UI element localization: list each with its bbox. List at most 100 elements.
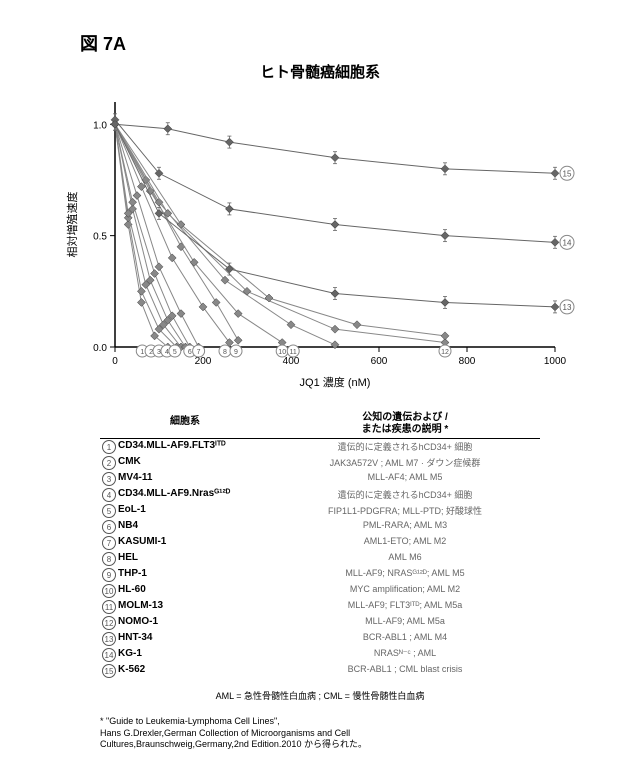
row-number: 3 bbox=[100, 472, 118, 486]
table-row: 9THP-1MLL-AF9; NRASᴳ¹²ᴰ; AML M5 bbox=[100, 567, 540, 583]
cell-line-name: HEL bbox=[118, 552, 270, 566]
table-header-desc: 公知の遺伝および / または疾患の説明 * bbox=[270, 412, 540, 436]
cell-line-name: KG-1 bbox=[118, 648, 270, 662]
table-row: 13HNT-34BCR-ABL1 ; AML M4 bbox=[100, 631, 540, 647]
cell-line-name: NB4 bbox=[118, 520, 270, 534]
table-row: 15K-562BCR-ABL1 ; CML blast crisis bbox=[100, 663, 540, 679]
svg-text:15: 15 bbox=[563, 169, 572, 178]
chart-container: ヒト骨髄癌細胞系 0 200 400 600 800 1000 0.0 0.5 1.0 JQ1 濃… bbox=[60, 61, 580, 392]
cell-line-desc: AML M6 bbox=[270, 552, 540, 566]
svg-text:9: 9 bbox=[234, 349, 238, 356]
row-number: 2 bbox=[100, 456, 118, 470]
cell-line-name: MV4-11 bbox=[118, 472, 270, 486]
footnote-3: Cultures,Braunschweig,Germany,2nd Editio… bbox=[100, 739, 367, 749]
svg-text:10: 10 bbox=[278, 349, 286, 356]
row-number: 1 bbox=[100, 440, 118, 454]
svg-text:8: 8 bbox=[223, 349, 227, 356]
cell-line-name: CD34.MLL-AF9.Nrasᴳ¹²ᴰ bbox=[118, 488, 270, 502]
cell-line-desc: FIP1L1-PDGFRA; MLL-PTD; 好酸球性 bbox=[270, 504, 540, 518]
cell-line-name: CD34.MLL-AF9.FLT3ᴵᵀᴰ bbox=[118, 440, 270, 454]
cell-line-name: MOLM-13 bbox=[118, 600, 270, 614]
table-row: 5EoL-1FIP1L1-PDGFRA; MLL-PTD; 好酸球性 bbox=[100, 503, 540, 519]
table-row: 14KG-1NRASᴺ⁻ᶜ ; AML bbox=[100, 647, 540, 663]
svg-text:400: 400 bbox=[283, 356, 300, 367]
row-number: 11 bbox=[100, 600, 118, 614]
cell-line-desc: MLL-AF9; NRASᴳ¹²ᴰ; AML M5 bbox=[270, 568, 540, 582]
table-row: 6NB4PML-RARA; AML M3 bbox=[100, 519, 540, 535]
cell-line-desc: AML1-ETO; AML M2 bbox=[270, 536, 540, 550]
svg-text:4: 4 bbox=[165, 349, 169, 356]
table-row: 11MOLM-13MLL-AF9; FLT3ᴵᵀᴰ; AML M5a bbox=[100, 599, 540, 615]
row-number: 10 bbox=[100, 584, 118, 598]
svg-text:5: 5 bbox=[173, 349, 177, 356]
cell-line-table: 細胞系 公知の遺伝および / または疾患の説明 * 1CD34.MLL-AF9.… bbox=[100, 412, 540, 751]
table-row: 7KASUMI-1AML1-ETO; AML M2 bbox=[100, 535, 540, 551]
chart-title: ヒト骨髄癌細胞系 bbox=[60, 61, 580, 82]
svg-text:14: 14 bbox=[563, 238, 572, 247]
cell-line-name: THP-1 bbox=[118, 568, 270, 582]
abbrev-note: AML = 急性骨髄性白血病 ; CML = 慢性骨髄性白血病 bbox=[100, 689, 540, 702]
cell-line-desc: MLL-AF9; FLT3ᴵᵀᴰ; AML M5a bbox=[270, 600, 540, 614]
row-number: 9 bbox=[100, 568, 118, 582]
svg-text:0.0: 0.0 bbox=[93, 343, 107, 354]
cell-line-desc: BCR-ABL1 ; AML M4 bbox=[270, 632, 540, 646]
svg-text:0.5: 0.5 bbox=[93, 232, 107, 243]
table-body: 1CD34.MLL-AF9.FLT3ᴵᵀᴰ遺伝的に定義されるhCD34+ 細胞2… bbox=[100, 439, 540, 679]
chart-svg: 0 200 400 600 800 1000 0.0 0.5 1.0 JQ1 濃度 (nM) 相対増… bbox=[60, 92, 580, 392]
cell-line-name: HL-60 bbox=[118, 584, 270, 598]
cell-line-name: K-562 bbox=[118, 664, 270, 678]
svg-text:1000: 1000 bbox=[544, 356, 567, 367]
cell-line-name: CMK bbox=[118, 456, 270, 470]
cell-line-name: KASUMI-1 bbox=[118, 536, 270, 550]
svg-text:11: 11 bbox=[290, 349, 297, 356]
cell-line-desc: 遺伝的に定義されるhCD34+ 細胞 bbox=[270, 488, 540, 502]
cell-line-desc: MLL-AF9; AML M5a bbox=[270, 616, 540, 630]
svg-text:800: 800 bbox=[459, 356, 476, 367]
row-number: 4 bbox=[100, 488, 118, 502]
svg-text:相対増殖速度: 相対増殖速度 bbox=[65, 192, 79, 258]
cell-line-desc: JAK3A572V ; AML M7 · ダウン症候群 bbox=[270, 456, 540, 470]
svg-text:JQ1 濃度 (nM): JQ1 濃度 (nM) bbox=[300, 375, 371, 389]
cell-line-desc: BCR-ABL1 ; CML blast crisis bbox=[270, 664, 540, 678]
header-right-2: または疾患の説明 * bbox=[362, 424, 449, 435]
svg-text:13: 13 bbox=[563, 303, 572, 312]
table-row: 8HELAML M6 bbox=[100, 551, 540, 567]
table-row: 10HL-60MYC amplification; AML M2 bbox=[100, 583, 540, 599]
svg-text:1.0: 1.0 bbox=[93, 120, 107, 131]
footnote: * "Guide to Leukemia-Lymphoma Cell Lines… bbox=[100, 716, 540, 751]
cell-line-name: EoL-1 bbox=[118, 504, 270, 518]
table-header-cellline: 細胞系 bbox=[100, 412, 270, 436]
svg-text:200: 200 bbox=[195, 356, 212, 367]
cell-line-name: NOMO-1 bbox=[118, 616, 270, 630]
row-number: 15 bbox=[100, 664, 118, 678]
table-row: 4CD34.MLL-AF9.Nrasᴳ¹²ᴰ遺伝的に定義されるhCD34+ 細胞 bbox=[100, 487, 540, 503]
svg-text:600: 600 bbox=[371, 356, 388, 367]
row-number: 6 bbox=[100, 520, 118, 534]
row-number: 7 bbox=[100, 536, 118, 550]
svg-text:7: 7 bbox=[197, 349, 201, 356]
footnote-2: Hans G.Drexler,German Collection of Micr… bbox=[100, 728, 350, 738]
cell-line-desc: MLL-AF4; AML M5 bbox=[270, 472, 540, 486]
row-number: 14 bbox=[100, 648, 118, 662]
table-row: 2CMKJAK3A572V ; AML M7 · ダウン症候群 bbox=[100, 455, 540, 471]
cell-line-desc: PML-RARA; AML M3 bbox=[270, 520, 540, 534]
row-number: 13 bbox=[100, 632, 118, 646]
cell-line-name: HNT-34 bbox=[118, 632, 270, 646]
svg-text:12: 12 bbox=[441, 349, 449, 356]
cell-line-desc: MYC amplification; AML M2 bbox=[270, 584, 540, 598]
figure-label: 図 7A bbox=[80, 30, 620, 56]
table-header-row: 細胞系 公知の遺伝および / または疾患の説明 * bbox=[100, 412, 540, 439]
table-row: 3MV4-11MLL-AF4; AML M5 bbox=[100, 471, 540, 487]
row-number: 5 bbox=[100, 504, 118, 518]
svg-text:2: 2 bbox=[149, 349, 153, 356]
cell-line-desc: 遺伝的に定義されるhCD34+ 細胞 bbox=[270, 440, 540, 454]
cell-line-desc: NRASᴺ⁻ᶜ ; AML bbox=[270, 648, 540, 662]
svg-text:1: 1 bbox=[140, 349, 144, 356]
svg-text:6: 6 bbox=[188, 349, 192, 356]
svg-text:0: 0 bbox=[112, 356, 118, 367]
row-number: 12 bbox=[100, 616, 118, 630]
header-right-1: 公知の遺伝および / bbox=[362, 412, 448, 423]
row-number: 8 bbox=[100, 552, 118, 566]
svg-text:3: 3 bbox=[157, 349, 161, 356]
table-row: 12NOMO-1MLL-AF9; AML M5a bbox=[100, 615, 540, 631]
